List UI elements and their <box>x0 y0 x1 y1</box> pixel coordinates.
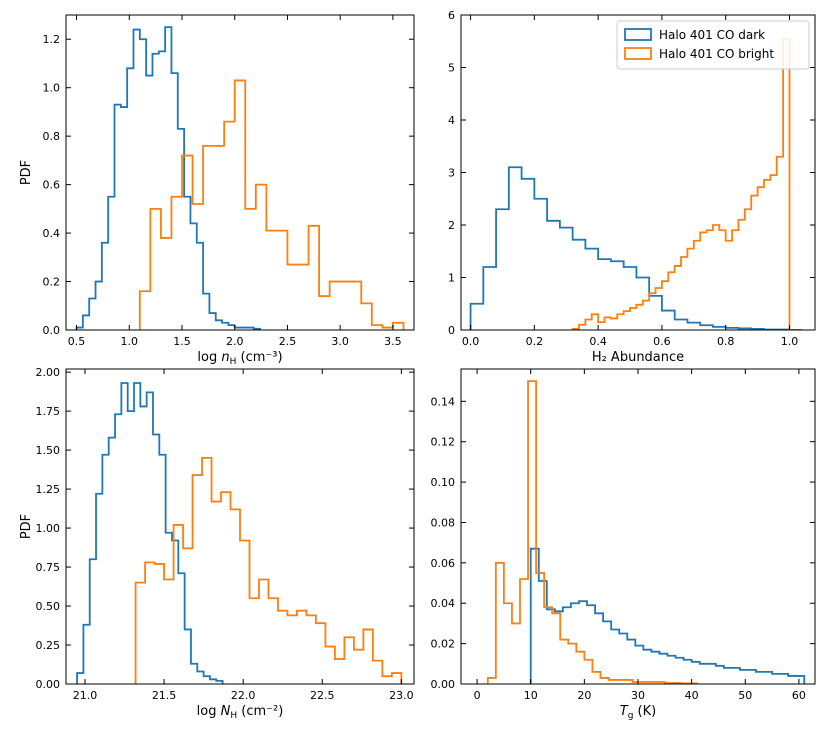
series-co-bright-step-line <box>486 380 698 684</box>
y-tick-label: 3 <box>448 167 455 180</box>
y-tick-label: 1.00 <box>36 522 61 535</box>
y-tick-label: 0.2 <box>43 276 61 289</box>
y-tick-label: 1.2 <box>43 33 61 46</box>
y-tick-label: 0.0 <box>43 324 61 337</box>
y-tick-label: 0.10 <box>431 476 456 489</box>
x-tick-label: 3.0 <box>331 335 349 348</box>
y-tick-label: 1 <box>448 272 455 285</box>
x-tick-label: 0.8 <box>717 335 735 348</box>
y-tick-label: 6 <box>448 9 455 22</box>
y-tick-label: 1.50 <box>36 444 61 457</box>
series-co-dark-step-line <box>76 382 224 684</box>
x-tick-label: 0.5 <box>68 335 86 348</box>
x-axis-label: H₂ Abundance <box>592 350 684 365</box>
x-tick-label: 40 <box>685 689 699 702</box>
legend: Halo 401 CO dark Halo 401 CO bright <box>616 20 810 70</box>
legend-box <box>616 20 810 70</box>
x-tick-label: 30 <box>631 689 645 702</box>
panel-top-left: 0.5 1.0 1.5 2.0 2.5 3.0 3.5 0.0 0.2 0.4 0.6 0.8 1.0 1… <box>19 14 415 367</box>
series-co-bright-step-line <box>571 37 796 330</box>
x-tick-label: 0.4 <box>589 335 607 348</box>
y-tick-label: 1.0 <box>43 82 61 95</box>
series-co-bright-step-line <box>138 79 405 330</box>
series-co-dark-step-line <box>469 166 803 330</box>
y-tick-label: 1.75 <box>36 405 61 418</box>
y-tick-label: 0.12 <box>431 436 456 449</box>
y-tick-label: 0.75 <box>36 561 61 574</box>
legend-entry-label: Halo 401 CO dark <box>659 28 765 42</box>
x-axis-label: Tg (K) <box>620 704 656 721</box>
y-tick-label: 5 <box>448 62 455 75</box>
y-tick-label: 0.06 <box>431 557 456 570</box>
y-tick-label: 0.08 <box>431 516 456 529</box>
x-tick-label: 50 <box>738 689 752 702</box>
x-axis-label: log nH (cm⁻³) <box>197 350 282 367</box>
x-tick-label: 2.0 <box>226 335 244 348</box>
y-tick-label: 0.50 <box>36 600 61 613</box>
x-tick-label: 1.0 <box>121 335 139 348</box>
y-tick-label: 0.02 <box>431 638 456 651</box>
x-tick-label: 23.0 <box>389 689 414 702</box>
y-axis-label: PDF <box>19 160 34 185</box>
y-tick-label: 1.25 <box>36 483 61 496</box>
x-tick-label: 0.2 <box>526 335 544 348</box>
y-tick-label: 0.8 <box>43 130 61 143</box>
y-tick-label: 0.00 <box>431 678 456 691</box>
y-tick-label: 4 <box>448 114 455 127</box>
series-co-dark-step-line <box>75 26 261 330</box>
legend-swatch <box>624 28 652 41</box>
x-tick-label: 10 <box>524 689 538 702</box>
y-tick-label: 0 <box>448 324 455 337</box>
legend-entry-label: Halo 401 CO bright <box>659 47 774 61</box>
series-co-bright-step-line <box>134 456 403 684</box>
x-tick-label: 21.0 <box>73 689 98 702</box>
panel-top-right: 0.0 0.2 0.4 0.6 0.8 1.0 0 1 2 3 4 5 6 H₂ Abundance Hal… <box>448 9 816 365</box>
x-tick-label: 3.5 <box>384 335 402 348</box>
x-tick-label: 60 <box>792 689 806 702</box>
y-tick-label: 2 <box>448 219 455 232</box>
y-axis-label: PDF <box>19 514 34 539</box>
x-tick-label: 1.5 <box>173 335 191 348</box>
x-axis-label: log NH (cm⁻²) <box>197 704 284 721</box>
x-tick-label: 0.6 <box>653 335 671 348</box>
panel-bottom-right: 0 10 20 30 40 50 60 0.00 0.02 0.04 0.06 0.08 0.10 0.1… <box>431 368 816 721</box>
x-tick-label: 20 <box>577 689 591 702</box>
axes-frame <box>65 368 415 685</box>
x-tick-label: 1.0 <box>781 335 799 348</box>
x-tick-label: 22.0 <box>231 689 256 702</box>
axes-frame <box>460 368 816 685</box>
x-tick-label: 22.5 <box>310 689 335 702</box>
y-tick-label: 0.25 <box>36 639 61 652</box>
y-tick-label: 0.14 <box>431 395 456 408</box>
y-tick-label: 0.04 <box>431 597 456 610</box>
y-tick-label: 0.00 <box>36 678 61 691</box>
y-tick-label: 2.00 <box>36 366 61 379</box>
x-tick-label: 0.0 <box>462 335 480 348</box>
legend-swatch <box>624 47 652 60</box>
axes-frame <box>65 14 415 331</box>
y-tick-label: 0.6 <box>43 179 61 192</box>
y-tick-label: 0.4 <box>43 227 61 240</box>
x-tick-label: 0 <box>474 689 481 702</box>
panel-bottom-left: 21.0 21.5 22.0 22.5 23.0 0.00 0.25 0.50 0.75 1.00… <box>19 366 415 721</box>
series-co-dark-step-line <box>529 547 806 684</box>
x-tick-label: 21.5 <box>152 689 177 702</box>
x-tick-label: 2.5 <box>279 335 297 348</box>
